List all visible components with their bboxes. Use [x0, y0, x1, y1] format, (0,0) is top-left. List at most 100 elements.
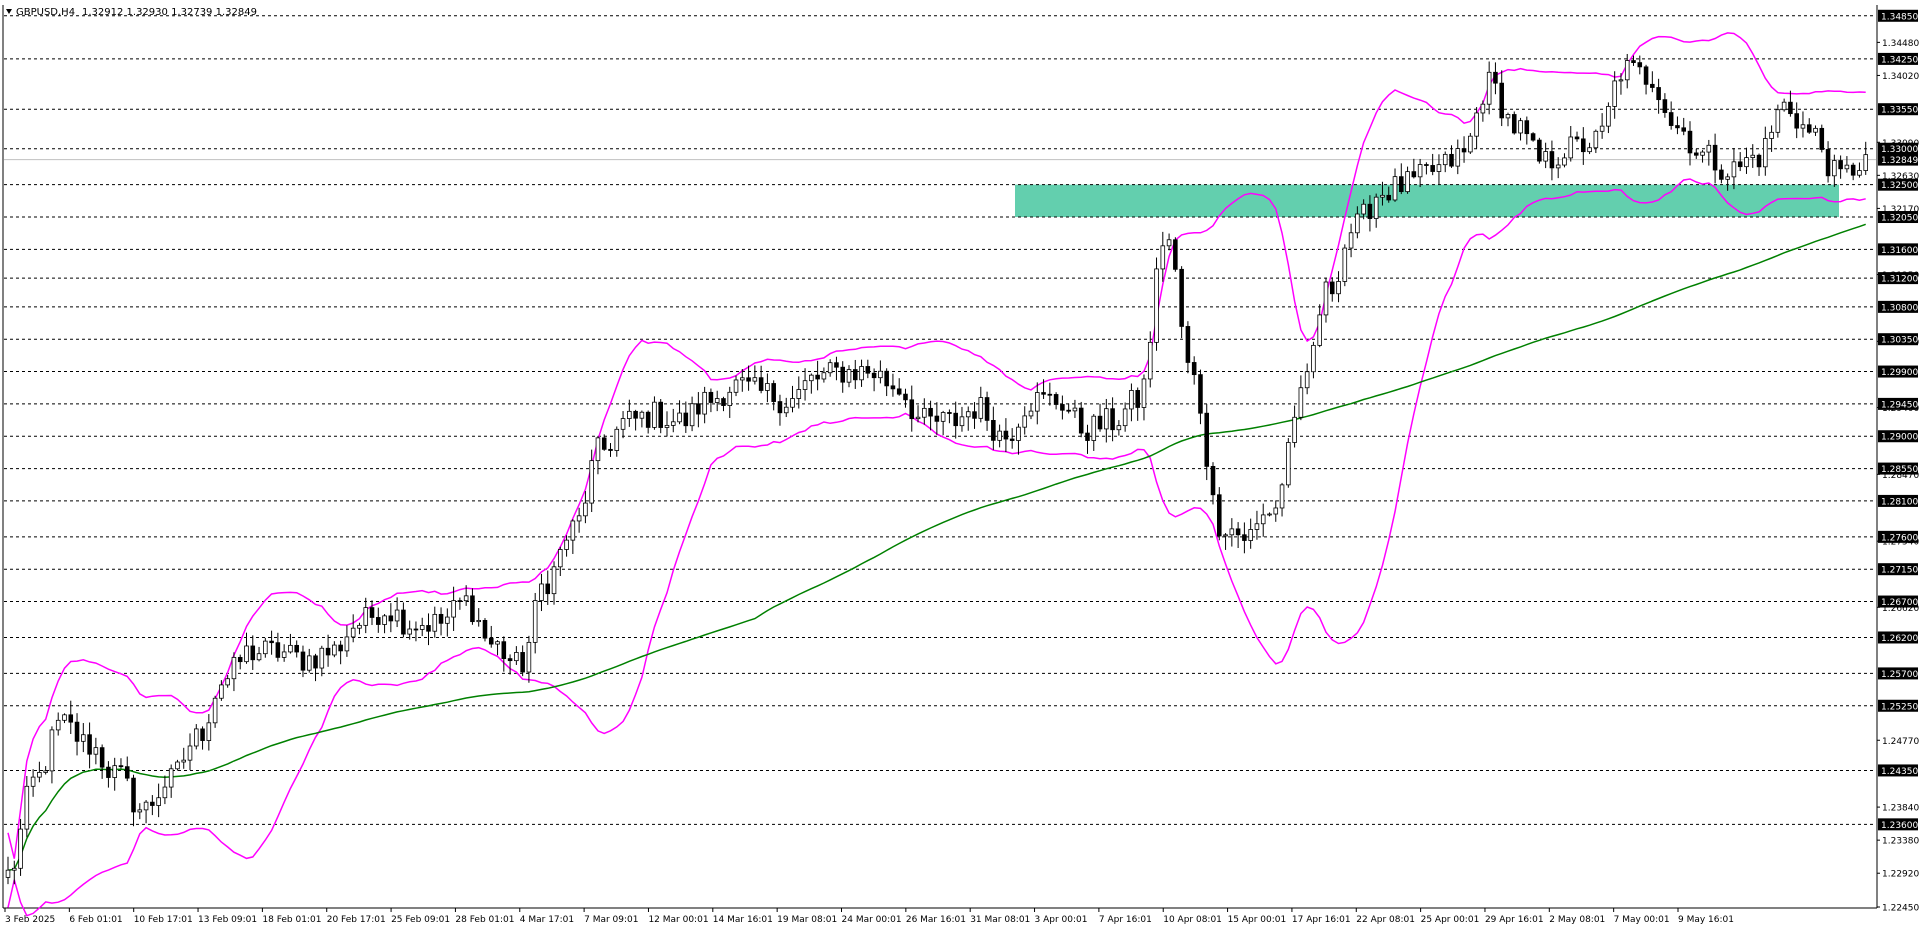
candle-body [269, 640, 274, 644]
candle-body [1016, 426, 1021, 441]
candle [419, 617, 425, 637]
candle-body [237, 657, 243, 663]
candle [256, 646, 262, 662]
candle [150, 795, 155, 816]
zone-rectangle[interactable] [1015, 184, 1839, 218]
support-resistance-zone[interactable] [1015, 184, 1839, 218]
candle [1788, 90, 1793, 117]
candle [1217, 487, 1222, 541]
candle [1160, 231, 1166, 282]
candle-body [1800, 124, 1806, 129]
candle [1518, 117, 1523, 141]
level-price-tag [1878, 667, 1918, 680]
candle [884, 368, 889, 397]
candle-body [689, 403, 695, 427]
candle [1129, 383, 1134, 422]
candle [526, 635, 532, 683]
x-tick-label: 10 Feb 17:01 [134, 915, 193, 925]
candle [350, 614, 356, 643]
candle-body [1267, 513, 1272, 516]
candle [325, 634, 331, 667]
candle [112, 757, 117, 791]
candle [940, 410, 946, 436]
candle [507, 654, 513, 675]
candle-body [137, 809, 143, 813]
level-price-label: 1.34250 [1881, 55, 1918, 65]
candle-body [382, 615, 387, 625]
candle-body [1581, 138, 1586, 153]
candle-body [1813, 127, 1818, 133]
candle-body [1574, 136, 1580, 140]
candle [1242, 522, 1247, 554]
candle [539, 573, 544, 612]
candle-body [413, 628, 419, 631]
candle-body [74, 721, 80, 742]
candle [1355, 206, 1360, 239]
candle-body [1587, 147, 1592, 153]
candle [664, 411, 670, 437]
candle-body [909, 399, 915, 420]
candle [589, 449, 594, 513]
candle-body [1631, 60, 1636, 64]
candle-body [1116, 425, 1122, 431]
candle-body [363, 607, 369, 626]
candle [1254, 510, 1260, 540]
candle-body [1511, 114, 1517, 134]
candle [388, 603, 394, 633]
candle [1078, 401, 1084, 438]
candle [206, 714, 212, 751]
candle [752, 365, 758, 385]
candle-body [1719, 169, 1724, 180]
candle-body [765, 383, 770, 391]
candle [959, 406, 965, 432]
collapse-triangle-icon[interactable] [6, 9, 12, 14]
candle-body [664, 424, 670, 428]
candle [1593, 129, 1599, 154]
candle [1486, 61, 1492, 115]
candle-body [1223, 534, 1228, 537]
candle [338, 640, 343, 665]
candle-body [558, 549, 563, 568]
candle [1555, 157, 1561, 179]
candle [545, 570, 551, 605]
candle [1857, 162, 1862, 178]
candle-body [394, 609, 400, 622]
candle-body [476, 620, 481, 623]
candle-body [570, 520, 576, 541]
candle-body [175, 761, 180, 770]
candle-body [1769, 131, 1774, 139]
candle [802, 368, 808, 401]
candle [1229, 518, 1235, 547]
y-tick-label: 1.34020 [1882, 72, 1919, 82]
candle-body [733, 379, 739, 393]
candle-body [1788, 101, 1793, 115]
candle [87, 722, 92, 769]
candle [859, 359, 864, 387]
candle-body [978, 397, 984, 419]
candle-body [1028, 410, 1034, 417]
candle-body [18, 828, 23, 869]
candle-body [325, 647, 331, 656]
candle-body [162, 786, 168, 799]
candle [934, 402, 940, 435]
horizontal-levels[interactable] [4, 15, 1876, 825]
x-tick-label: 7 Mar 09:01 [584, 915, 638, 925]
candle [187, 733, 193, 771]
candle [1775, 104, 1781, 138]
candle-body [1380, 194, 1385, 198]
candle [1480, 100, 1486, 122]
candle-body [263, 640, 268, 655]
candle-body [670, 421, 676, 426]
candle [620, 411, 626, 439]
candle-body [589, 460, 594, 504]
candle-body [1367, 203, 1373, 219]
candle-body [451, 600, 456, 618]
candle-body [1687, 130, 1693, 154]
candle-body [1543, 151, 1548, 162]
candle [62, 713, 67, 724]
candle [1806, 118, 1812, 134]
candle [1147, 331, 1153, 388]
